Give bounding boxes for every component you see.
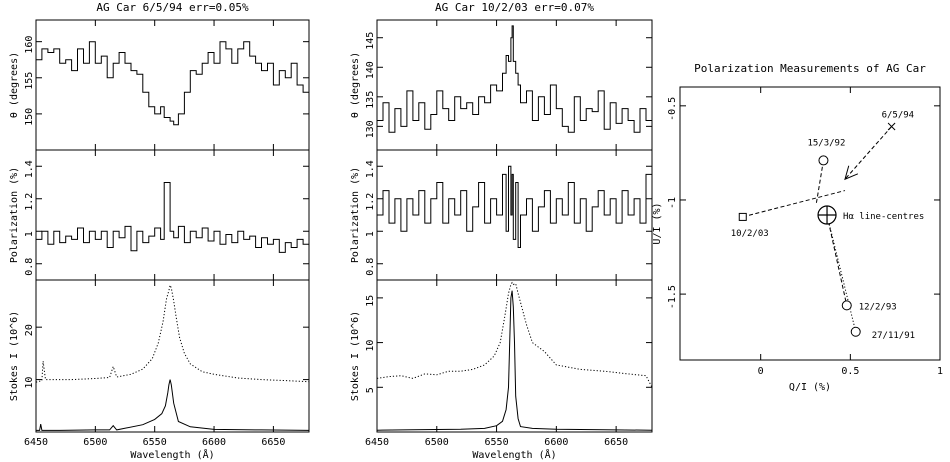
- point-label: 15/3/92: [807, 138, 845, 148]
- series-line: [36, 182, 309, 253]
- series-line: [35, 283, 310, 383]
- x-tick-label: 0.5: [841, 366, 859, 377]
- x-tick-label: 6550: [143, 437, 167, 448]
- chart-title: AG Car 10/2/03 err=0.07%: [435, 1, 594, 14]
- series-line: [376, 290, 653, 431]
- point-label: Hα line-centres: [843, 212, 924, 222]
- x-tick-label: 6500: [83, 437, 107, 448]
- chart-title: Polarization Measurements of AG Car: [694, 62, 926, 75]
- y-tick-label: 130: [365, 120, 376, 138]
- drift-arrow: [844, 126, 892, 180]
- x-tick-label: 6650: [604, 437, 628, 448]
- y-axis-label: Stokes I (10^6): [9, 311, 20, 401]
- panel-frame: [376, 279, 653, 433]
- series-line: [36, 379, 310, 431]
- arrow-head: [844, 165, 859, 181]
- y-tick-label: 1.2: [24, 193, 35, 211]
- y-tick-label: 1.2: [365, 193, 376, 211]
- x-tick-label: 6650: [261, 437, 285, 448]
- y-tick-label: 0.8: [365, 258, 376, 276]
- y-tick-label: -0.5: [667, 97, 678, 121]
- point-label: 27/11/91: [872, 331, 915, 341]
- connector-line: [815, 160, 824, 204]
- chart-title: AG Car 6/5/94 err=0.05%: [96, 1, 249, 14]
- x-tick-label: 6600: [544, 437, 568, 448]
- y-tick-label: 10: [365, 340, 376, 352]
- y-axis-label: Polarization (%): [9, 167, 20, 263]
- y-tick-label: 1.4: [365, 160, 376, 178]
- point-marker-big-cross: [818, 206, 837, 225]
- point-marker-circle: [841, 300, 852, 311]
- x-axis-label: Wavelength (Å): [130, 448, 214, 461]
- y-tick-label: 160: [24, 36, 35, 54]
- panel-frame: [35, 19, 310, 151]
- x-tick-label: 6550: [485, 437, 509, 448]
- y-tick-label: 1: [365, 231, 376, 237]
- series-line: [377, 165, 652, 248]
- point-marker-square: [738, 212, 747, 221]
- connector-line: [742, 190, 846, 218]
- panel-frame: [376, 19, 653, 151]
- point-marker-cross: [887, 122, 896, 131]
- y-axis-label: θ (degrees): [9, 52, 20, 118]
- point-marker-circle: [818, 155, 829, 166]
- x-tick-label: 0: [758, 366, 764, 377]
- x-tick-label: 1: [937, 366, 943, 377]
- panel-frame: [35, 279, 310, 433]
- y-axis-label: Polarization (%): [350, 167, 361, 263]
- x-tick-label: 6600: [202, 437, 226, 448]
- y-tick-label: 155: [24, 72, 35, 90]
- panel-frame: [35, 149, 310, 281]
- x-tick-label: 6450: [24, 437, 48, 448]
- x-tick-label: 6500: [425, 437, 449, 448]
- connector-line: [826, 214, 857, 332]
- point-label: 10/2/03: [731, 229, 769, 239]
- y-tick-label: 5: [365, 387, 376, 393]
- y-tick-label: 10: [24, 377, 35, 389]
- y-tick-label: 145: [365, 32, 376, 50]
- y-tick-label: -1.5: [667, 285, 678, 309]
- y-tick-label: 150: [24, 108, 35, 126]
- connector-line: [826, 214, 848, 306]
- y-tick-label: 15: [365, 295, 376, 307]
- point-marker-circle: [850, 326, 861, 337]
- x-axis-label: Wavelength (Å): [472, 448, 556, 461]
- y-axis-label: θ (degrees): [350, 52, 361, 118]
- y-tick-label: 1: [24, 231, 35, 237]
- series-line: [36, 41, 309, 126]
- y-tick-label: 135: [365, 91, 376, 109]
- y-tick-label: 20: [24, 324, 35, 336]
- x-axis-label: Q/I (%): [789, 382, 831, 393]
- series-line: [377, 25, 652, 133]
- point-label: 6/5/94: [882, 111, 915, 121]
- y-axis-label: Stokes I (10^6): [350, 311, 361, 401]
- y-tick-label: 140: [365, 61, 376, 79]
- y-tick-label: -1: [667, 197, 678, 209]
- x-tick-label: 6450: [365, 437, 389, 448]
- point-label: 12/2/93: [859, 302, 897, 312]
- y-tick-label: 1.4: [24, 160, 35, 178]
- y-tick-label: 0.8: [24, 258, 35, 276]
- y-axis-label: U/I (%): [652, 202, 663, 244]
- panel-frame: [679, 86, 941, 361]
